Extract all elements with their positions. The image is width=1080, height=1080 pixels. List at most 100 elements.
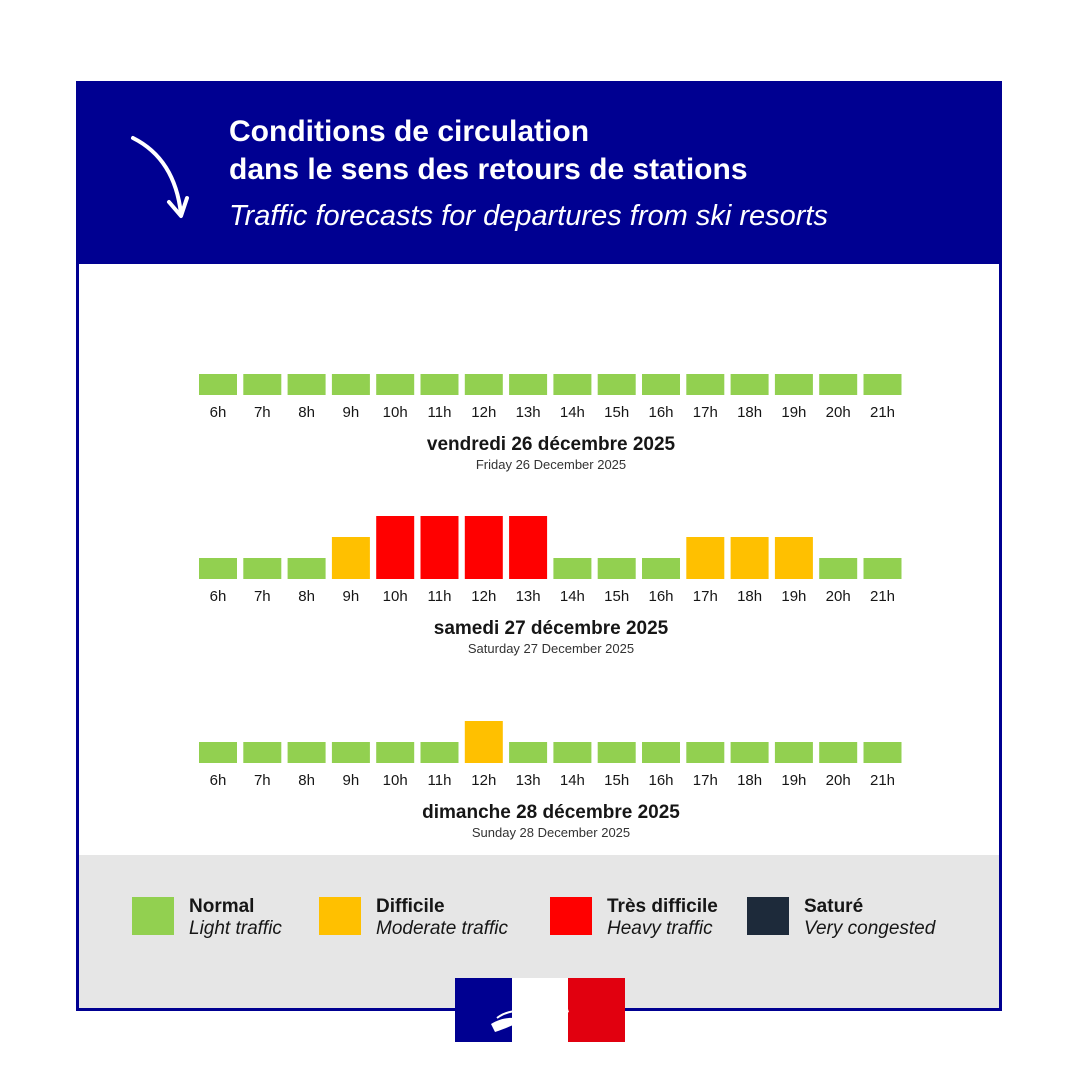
hour-tick-label: 21h: [870, 772, 895, 789]
traffic-bar-18h: [730, 742, 769, 763]
hour-tick-label: 7h: [254, 772, 271, 789]
traffic-bar-7h: [243, 742, 282, 763]
traffic-bar-11h: [420, 742, 459, 763]
legend-label-en: Moderate traffic: [376, 918, 508, 939]
traffic-bar-18h: [730, 374, 769, 395]
traffic-bar-13h: [509, 374, 548, 395]
traffic-bar-6h: [199, 558, 237, 579]
hour-tick-label: 7h: [254, 404, 271, 421]
traffic-bar-10h: [376, 742, 415, 763]
legend-label-fr: Difficile: [376, 896, 445, 917]
traffic-bar-6h: [199, 742, 237, 763]
legend-label-fr: Normal: [189, 896, 255, 917]
legend-label-fr: Très difficile: [607, 896, 718, 917]
hour-tick-label: 13h: [516, 404, 541, 421]
traffic-bar-20h: [819, 742, 858, 763]
hour-tick-label: 10h: [383, 588, 408, 605]
hour-tick-label: 17h: [693, 404, 718, 421]
traffic-bar-12h: [464, 516, 503, 579]
traffic-bar-15h: [597, 742, 636, 763]
hour-tick-label: 18h: [737, 588, 762, 605]
hour-tick-label: 11h: [428, 772, 452, 789]
hour-tick-label: 12h: [471, 588, 496, 605]
hour-tick-label: 6h: [210, 772, 227, 789]
hour-tick-label: 14h: [560, 772, 585, 789]
hour-tick-label: 19h: [781, 772, 806, 789]
legend-swatch: [550, 897, 592, 935]
day-row: 6h 7h 8h 9h 10h 11h 12h 13h 14h 15h 16h 17h 18h 19h 20…: [199, 721, 902, 840]
traffic-bar-14h: [553, 558, 592, 579]
hour-tick-label: 14h: [560, 588, 585, 605]
hour-tick-label: 9h: [343, 772, 360, 789]
hour-tick-label: 16h: [648, 404, 673, 421]
hour-tick-label: 11h: [428, 588, 452, 605]
hour-tick-label: 21h: [870, 588, 895, 605]
legend-swatch: [132, 897, 174, 935]
traffic-bar-19h: [774, 742, 813, 763]
traffic-bar-16h: [642, 558, 680, 579]
traffic-bar-14h: [553, 374, 592, 395]
title-line-2: dans le sens des retours de stations: [229, 153, 748, 186]
day-label-en: Saturday 27 December 2025: [468, 641, 634, 656]
hour-tick-label: 13h: [516, 772, 541, 789]
traffic-bar-8h: [287, 558, 326, 579]
traffic-bar-10h: [376, 516, 415, 579]
traffic-bar-11h: [420, 374, 459, 395]
traffic-bar-17h: [686, 742, 725, 763]
traffic-bar-19h: [774, 374, 813, 395]
hour-tick-label: 17h: [693, 588, 718, 605]
day-row: 6h 7h 8h 9h 10h 11h 12h 13h 14h 15h 16h 17h 18h 19h 20…: [199, 516, 902, 656]
hour-tick-label: 15h: [604, 404, 629, 421]
hour-tick-label: 9h: [343, 404, 360, 421]
day-row: 6h 7h 8h 9h 10h 11h 12h 13h 14h 15h 16h 17h 18h 19h 20…: [199, 374, 902, 472]
hour-tick-label: 16h: [648, 772, 673, 789]
hour-tick-label: 8h: [298, 772, 315, 789]
traffic-bar-6h: [199, 374, 237, 395]
day-label-en: Friday 26 December 2025: [476, 457, 626, 472]
traffic-bar-9h: [331, 537, 370, 579]
traffic-bar-13h: [509, 742, 548, 763]
traffic-bar-9h: [331, 742, 370, 763]
hour-tick-label: 21h: [870, 404, 895, 421]
traffic-bar-17h: [686, 537, 725, 579]
traffic-bar-8h: [287, 742, 326, 763]
hour-tick-label: 9h: [343, 588, 360, 605]
traffic-bar-14h: [553, 742, 592, 763]
hour-tick-label: 20h: [826, 404, 851, 421]
hour-tick-label: 18h: [737, 404, 762, 421]
subtitle: Traffic forecasts for departures from sk…: [229, 200, 828, 232]
traffic-bar-18h: [730, 537, 769, 579]
hour-tick-label: 7h: [254, 588, 271, 605]
hour-tick-label: 8h: [298, 404, 315, 421]
infographic-frame: Conditions de circulation dans le sens d…: [76, 81, 1002, 1011]
traffic-bar-21h: [863, 374, 902, 395]
hour-tick-label: 19h: [781, 404, 806, 421]
traffic-bar-15h: [597, 374, 636, 395]
hour-tick-label: 20h: [826, 588, 851, 605]
traffic-bar-10h: [376, 374, 415, 395]
hour-tick-label: 6h: [210, 588, 227, 605]
day-label-fr: vendredi 26 décembre 2025: [427, 434, 676, 455]
hour-tick-label: 20h: [826, 772, 851, 789]
traffic-bar-20h: [819, 558, 858, 579]
hour-tick-label: 18h: [737, 772, 762, 789]
traffic-bar-12h: [464, 374, 503, 395]
legend-swatch: [319, 897, 361, 935]
hour-tick-label: 15h: [604, 772, 629, 789]
hour-tick-label: 12h: [471, 404, 496, 421]
traffic-bar-21h: [863, 742, 902, 763]
traffic-bar-21h: [863, 558, 902, 579]
traffic-bar-7h: [243, 374, 282, 395]
legend: Normal Light traffic Difficile Moderate tra…: [79, 855, 999, 1008]
hour-tick-label: 15h: [604, 588, 629, 605]
traffic-chart: 6h 7h 8h 9h 10h 11h 12h 13h 14h 15h 16h 17h 18h 19h 20…: [199, 374, 902, 840]
hour-tick-label: 10h: [383, 404, 408, 421]
hour-tick-label: 17h: [693, 772, 718, 789]
legend-label-fr: Saturé: [804, 896, 864, 917]
day-label-en: Sunday 28 December 2025: [472, 825, 630, 840]
day-label-fr: samedi 27 décembre 2025: [434, 618, 669, 639]
legend-label-en: Light traffic: [189, 918, 282, 939]
curved-arrow-icon: [131, 136, 189, 218]
traffic-bar-16h: [642, 742, 680, 763]
traffic-bar-17h: [686, 374, 725, 395]
